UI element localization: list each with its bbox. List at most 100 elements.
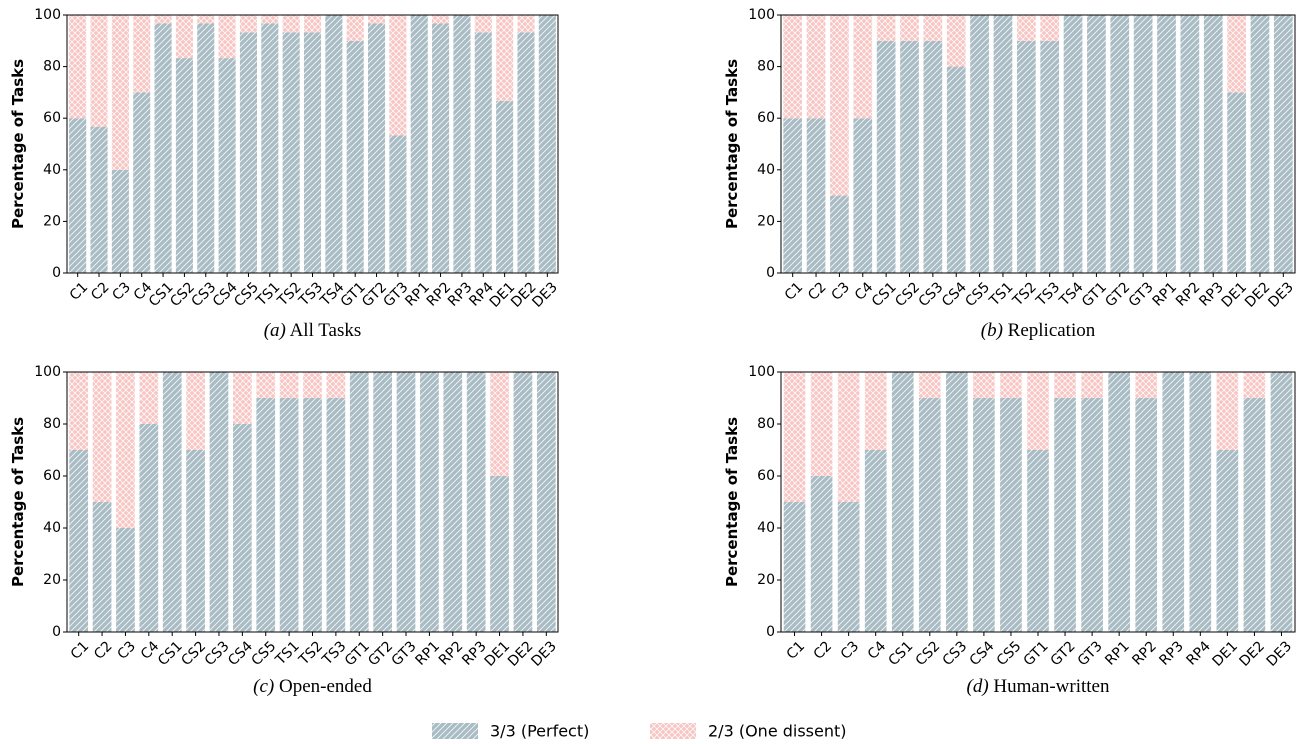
bar-segment bbox=[993, 15, 1013, 273]
x-tick-label: CS4 bbox=[967, 638, 998, 669]
bar-segment bbox=[368, 15, 386, 24]
bar-segment bbox=[303, 32, 322, 274]
y-tick-label: 100 bbox=[34, 7, 61, 23]
caption-label: (b) bbox=[981, 320, 1003, 341]
y-tick-label: 80 bbox=[43, 59, 61, 75]
bar-segment bbox=[282, 15, 300, 33]
bar-segment bbox=[326, 398, 346, 632]
bar-segment bbox=[1087, 15, 1106, 273]
x-tick-label: DE3 bbox=[528, 638, 559, 669]
bar-segment bbox=[239, 32, 257, 274]
bar-segment bbox=[1250, 15, 1270, 273]
bar-segment bbox=[1243, 372, 1266, 398]
caption: (a) All Tasks bbox=[264, 320, 362, 341]
y-axis-label: Percentage of Tasks bbox=[9, 417, 27, 587]
bar-segment bbox=[1273, 15, 1293, 273]
x-tick-label: C3 bbox=[828, 279, 853, 304]
bar-segment bbox=[175, 15, 193, 59]
bar-segment bbox=[1054, 398, 1076, 632]
bar-segment bbox=[346, 40, 364, 273]
bar-segment bbox=[154, 15, 172, 24]
bar-segment bbox=[970, 15, 989, 273]
bar-segment bbox=[1133, 15, 1153, 273]
bar-segment bbox=[1063, 15, 1083, 273]
legend-swatch bbox=[650, 723, 696, 739]
y-tick-label: 100 bbox=[34, 364, 61, 380]
bar-segment bbox=[1040, 15, 1060, 41]
bar-segment bbox=[864, 450, 887, 632]
bar-segment bbox=[1203, 15, 1223, 273]
caption: (d) Human-written bbox=[967, 676, 1110, 697]
bar-segment bbox=[256, 398, 276, 632]
bar-segment bbox=[783, 118, 803, 273]
y-tick-label: 100 bbox=[748, 364, 775, 380]
bar-segment bbox=[1135, 398, 1158, 632]
y-tick-label: 20 bbox=[43, 213, 61, 229]
bar-segment bbox=[538, 15, 556, 273]
legend-swatch bbox=[432, 723, 478, 739]
x-tick-label: C2 bbox=[811, 638, 836, 663]
x-tick-label: DE3 bbox=[529, 279, 560, 310]
caption-title: Open-ended bbox=[279, 676, 372, 697]
bar-segment bbox=[197, 15, 215, 24]
bar-segment bbox=[810, 476, 833, 632]
x-tick-label: RP3 bbox=[1156, 638, 1186, 668]
x-tick-label: RP3 bbox=[459, 638, 489, 668]
x-tick-label: GT2 bbox=[1048, 638, 1079, 669]
x-tick-label: CS1 bbox=[886, 638, 917, 669]
x-tick-label: DE1 bbox=[1209, 638, 1240, 669]
bar-segment bbox=[900, 40, 919, 273]
bar-segment bbox=[1016, 40, 1036, 273]
bar-segment bbox=[496, 100, 514, 273]
x-tick-label: GT1 bbox=[1021, 638, 1052, 669]
bar-segment bbox=[453, 15, 471, 273]
bar-segment bbox=[1081, 398, 1103, 632]
bar-segment bbox=[1000, 372, 1022, 398]
x-tick-label: C1 bbox=[67, 279, 92, 304]
y-tick-label: 0 bbox=[766, 265, 775, 281]
bar-segment bbox=[186, 372, 205, 450]
bar-segment bbox=[1108, 372, 1130, 632]
x-tick-label: RP2 bbox=[436, 638, 466, 668]
y-tick-label: 60 bbox=[43, 110, 61, 126]
bar-segment bbox=[233, 424, 252, 632]
y-tick-label: 60 bbox=[757, 468, 775, 484]
bar-segment bbox=[490, 372, 509, 476]
bar-segment bbox=[261, 23, 279, 273]
bar-segment bbox=[432, 15, 450, 24]
bar-segment bbox=[1270, 372, 1293, 632]
bar-segment bbox=[1027, 450, 1049, 632]
bar-segment bbox=[918, 372, 941, 398]
y-axis-label: Percentage of Tasks bbox=[723, 59, 741, 229]
x-tick-label: DE3 bbox=[1265, 279, 1296, 310]
bar-segment bbox=[1227, 92, 1246, 274]
x-tick-label: RP2 bbox=[1129, 638, 1159, 668]
x-tick-label: RP4 bbox=[1183, 638, 1214, 669]
y-tick-label: 40 bbox=[43, 520, 61, 536]
bar-segment bbox=[517, 15, 535, 33]
bar-segment bbox=[536, 372, 556, 632]
bar-segment bbox=[279, 398, 299, 632]
bar-segment bbox=[973, 398, 995, 632]
caption: (b) Replication bbox=[981, 320, 1096, 341]
bar-segment bbox=[1054, 372, 1076, 398]
bar-segment bbox=[900, 15, 919, 41]
bar-segment bbox=[116, 528, 135, 632]
y-tick-label: 0 bbox=[52, 265, 61, 281]
bar-segment bbox=[517, 32, 535, 274]
x-tick-label: CS5 bbox=[994, 638, 1025, 669]
bar-segment bbox=[1157, 15, 1176, 273]
bar-segment bbox=[92, 372, 112, 502]
bar-segment bbox=[946, 372, 968, 632]
bar-segment bbox=[1243, 398, 1266, 632]
bar-segment bbox=[261, 15, 279, 24]
bar-segment bbox=[326, 372, 346, 398]
x-tick-label: DE3 bbox=[1264, 638, 1295, 669]
bar-segment bbox=[279, 372, 299, 398]
axes-frame bbox=[66, 371, 559, 633]
x-tick-label: C3 bbox=[838, 638, 863, 663]
bar-segment bbox=[69, 15, 87, 119]
y-axis-label: Percentage of Tasks bbox=[9, 59, 27, 229]
bar-segment bbox=[474, 32, 492, 274]
